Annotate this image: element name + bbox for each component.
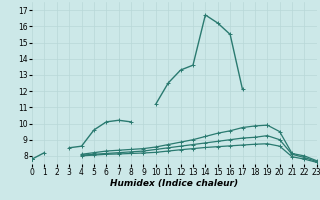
X-axis label: Humidex (Indice chaleur): Humidex (Indice chaleur) xyxy=(110,179,238,188)
